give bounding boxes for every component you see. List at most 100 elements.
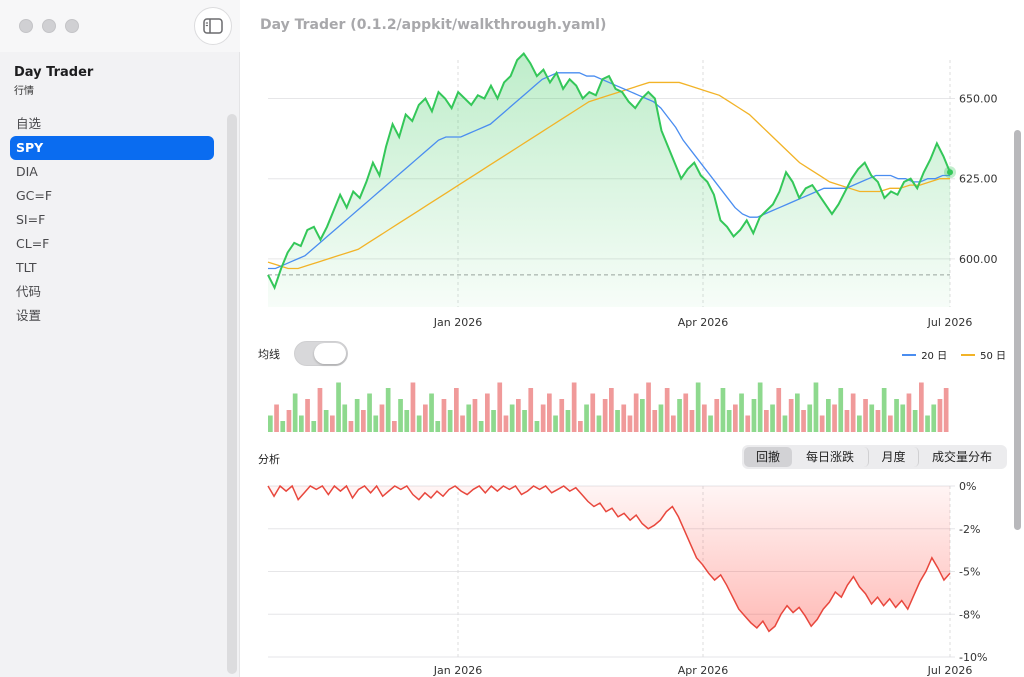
zoom-window-button[interactable] [65,19,79,33]
analysis-label: 分析 [258,453,280,466]
volume-bar [435,421,441,432]
volume-bar [447,410,453,432]
legend-label-20d: 20 日 [921,351,948,362]
minimize-window-button[interactable] [42,19,56,33]
volume-bar [677,399,682,432]
sidebar-item-spy[interactable]: SPY [10,136,214,160]
volume-bar [646,382,651,432]
volume-bar [943,388,949,432]
volume-bar [813,382,819,432]
moving-average-label: 均线 [258,348,280,361]
volume-bar [317,388,323,432]
sidebar-item-watchlist[interactable]: 自选 [16,116,42,131]
volume-bar [615,410,620,432]
volume-bar [565,410,571,432]
volume-bar [782,415,788,432]
sidebar: Day Trader 行情 自选 SPY DIA GC=F SI=F CL=F … [0,0,240,677]
sidebar-item-si[interactable]: SI=F [16,212,46,227]
volume-bar [323,410,329,432]
volume-bar [627,415,633,432]
volume-bar [633,393,639,432]
window-title: Day Trader (0.1.2/appkit/walkthrough.yam… [260,17,607,33]
sidebar-scrollbar[interactable] [227,114,237,674]
sidebar-item-dia[interactable]: DIA [16,164,38,179]
volume-bar [776,388,782,432]
volume-bar [590,393,596,432]
volume-bar [857,415,862,432]
volume-bar [795,393,800,432]
drawdown-y-tick-label: -5% [959,566,980,579]
volume-bar [286,410,292,432]
volume-bar [441,399,447,432]
volume-bar [528,388,534,432]
sidebar-item-cl[interactable]: CL=F [16,236,50,251]
volume-bar [826,399,831,432]
volume-bar [801,410,806,432]
volume-bar [671,415,676,432]
volume-bar [497,382,503,432]
price-y-tick-label: 625.00 [959,173,998,186]
tab-daily-change[interactable]: 每日涨跌 [792,447,869,467]
volume-bar [702,404,707,432]
volume-bar [621,404,627,432]
volume-bar [392,421,397,432]
volume-bar [875,410,881,432]
volume-bar [764,410,769,432]
volume-bar [385,388,391,432]
volume-bar [733,404,738,432]
volume-bar [522,410,527,432]
volume-bar [292,393,298,432]
volume-bar [485,393,490,432]
volume-bar [770,404,775,432]
main-scrollbar[interactable] [1014,130,1021,530]
volume-bar [912,410,918,432]
moving-average-toggle[interactable] [294,341,348,366]
close-window-button[interactable] [19,19,33,33]
ma-line-50d [267,81,950,270]
volume-bar [503,415,509,432]
tab-drawdown[interactable]: 回撤 [744,447,792,467]
volume-bar [534,421,540,432]
volume-bar [584,404,589,432]
volume-bar [367,393,372,432]
toggle-sidebar-button[interactable] [194,7,232,45]
price-area [268,53,950,307]
volume-bar [280,421,286,432]
legend-swatch-50d [961,353,976,356]
volume-bar [268,415,273,432]
volume-bar [695,382,701,432]
volume-bar [931,404,937,432]
drawdown-y-tick-label: -10% [959,651,987,664]
volume-bar [894,399,899,432]
tab-monthly[interactable]: 月度 [869,447,919,467]
volume-bar [373,415,379,432]
volume-bar [819,415,825,432]
volume-bar [578,421,583,432]
analysis-segmented-control: 回撤 每日涨跌 月度 成交量分布 [742,445,1007,469]
volume-bar [683,393,689,432]
drawdown-line [267,484,951,633]
drawdown-area [268,486,950,632]
volume-bar [807,404,813,432]
volume-bar [336,382,341,432]
volume-bar [540,404,546,432]
sidebar-item-settings[interactable]: 设置 [16,308,42,323]
volume-bar [869,404,875,432]
drawdown-x-tick-label: Jan 2026 [433,664,482,677]
titlebar [0,0,240,52]
volume-bar [379,404,385,432]
tab-volume-profile[interactable]: 成交量分布 [931,450,992,464]
sidebar-item-tlt[interactable]: TLT [16,260,37,275]
volume-bar [757,382,763,432]
volume-bar [888,415,893,432]
price-y-tick-label: 600.00 [959,253,998,266]
volume-bar [478,421,484,432]
sidebar-item-gc[interactable]: GC=F [16,188,53,203]
volume-bar [274,404,279,432]
volume-bar [571,382,577,432]
volume-bar [900,404,906,432]
volume-bar [553,415,558,432]
volume-bar [708,415,713,432]
sidebar-item-symbols[interactable]: 代码 [16,284,42,299]
volume-bar [491,410,496,432]
